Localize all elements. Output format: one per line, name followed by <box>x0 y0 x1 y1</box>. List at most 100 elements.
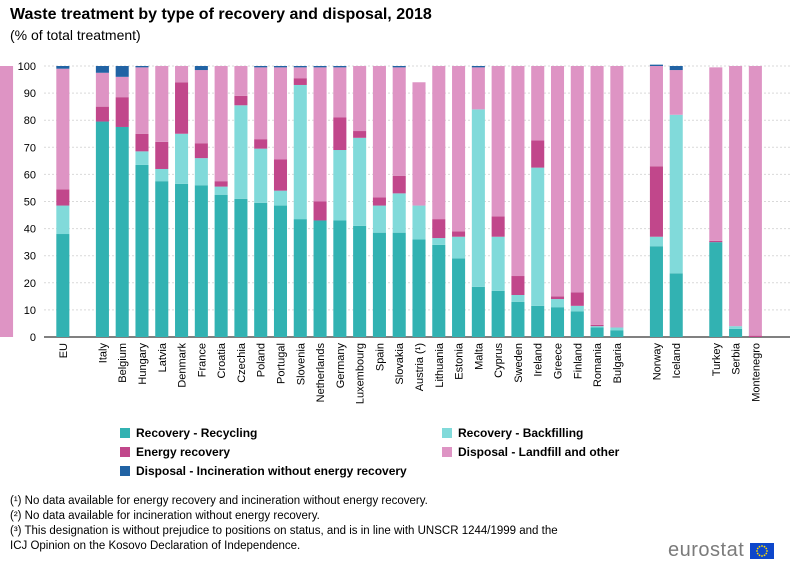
bar-segment <box>550 299 565 308</box>
bar-segment <box>432 244 446 337</box>
legend-label: Recovery - Backfilling <box>458 426 584 440</box>
bar-segment <box>254 202 268 337</box>
bar-segment <box>293 66 307 68</box>
x-tick-label: Norway <box>651 343 663 381</box>
bar-segment <box>452 258 466 337</box>
bar-segment <box>669 273 683 337</box>
bar-segment <box>214 181 228 187</box>
bar-segment <box>273 190 288 206</box>
bar-segment <box>729 326 743 329</box>
bar-segment <box>471 66 485 68</box>
bar-segment <box>175 183 189 337</box>
bar-segment <box>194 70 208 144</box>
x-tick-label: Malta <box>473 342 485 370</box>
bar-segment <box>273 159 288 191</box>
bar-segment <box>570 66 584 293</box>
stacked-bar-chart: 0 10 20 30 40 50 60 70 80 90 100 EU Italy Belgium Hung… <box>0 61 790 404</box>
bar-segment <box>194 66 208 71</box>
y-tick-label: 80 <box>24 115 36 127</box>
legend-swatch <box>442 447 452 457</box>
bar-segment <box>273 67 288 160</box>
bar-segment <box>115 126 129 337</box>
bar-segment <box>511 301 525 337</box>
bar-segment <box>471 67 485 110</box>
x-tick-label: Portugal <box>275 343 287 384</box>
bar-segment <box>372 205 386 233</box>
bar-segment <box>273 66 288 68</box>
bar-segment <box>610 66 624 328</box>
y-tick-label: 30 <box>24 251 36 263</box>
bar-segment <box>333 150 347 221</box>
x-tick-label: Slovakia <box>394 342 406 384</box>
x-tick-label: Romania <box>592 342 604 387</box>
y-tick-label: 40 <box>24 224 36 236</box>
bar-segment <box>432 219 446 239</box>
bar-segment <box>729 328 743 337</box>
bar-segment <box>471 286 485 337</box>
bar-segment <box>392 193 406 233</box>
bar-segment <box>372 232 386 337</box>
bar-segment <box>135 164 149 337</box>
bar-segment <box>333 67 347 118</box>
legend-item: Energy recovery <box>120 445 230 459</box>
bar-segment <box>254 139 268 149</box>
bar-segment <box>590 66 604 325</box>
bar-segment <box>0 66 14 337</box>
bar-segment <box>649 246 663 337</box>
bar-segment <box>214 186 228 195</box>
bar-segment <box>353 137 367 226</box>
bar-segment <box>392 232 406 337</box>
bar-segment <box>56 66 70 69</box>
bar-segment <box>175 66 189 83</box>
x-tick-label: EU <box>58 343 70 358</box>
bar-segment <box>293 219 307 337</box>
bar-segment <box>293 78 307 85</box>
bar-segment <box>531 66 545 141</box>
bar-segment <box>56 205 70 235</box>
bar-segment <box>273 205 288 337</box>
chart-title: Waste treatment by type of recovery and … <box>10 6 432 23</box>
bar-segment <box>353 225 367 337</box>
bar-segment <box>353 131 367 138</box>
bar-segment <box>313 220 327 337</box>
legend-item: Disposal - Landfill and other <box>442 445 619 459</box>
bar-segment <box>669 114 683 274</box>
bar-segment <box>452 231 466 237</box>
legend-label: Disposal - Incineration without energy r… <box>136 464 407 478</box>
bar-segment <box>649 66 663 167</box>
y-tick-label: 90 <box>24 88 36 100</box>
bar-segment <box>590 324 604 327</box>
bar-segment <box>610 330 624 337</box>
y-tick-label: 0 <box>30 332 36 344</box>
bar-segment <box>95 66 109 73</box>
y-tick-label: 70 <box>24 142 36 154</box>
bar-segment <box>550 307 565 337</box>
bar-segment <box>313 67 327 202</box>
bar-segment <box>254 67 268 140</box>
logo-text: eurostat <box>668 539 745 561</box>
bar-segment <box>234 105 248 199</box>
bar-segment <box>372 197 386 206</box>
x-tick-label: Bulgaria <box>612 342 624 383</box>
bar-segment <box>155 141 169 169</box>
bar-segment <box>748 66 762 336</box>
bar-segment <box>669 66 683 71</box>
legend-item: Disposal - Incineration without energy r… <box>120 464 407 478</box>
bar-segment <box>234 95 248 106</box>
x-tick-label: Slovenia <box>295 342 307 385</box>
x-tick-label: Denmark <box>177 343 189 388</box>
y-tick-label: 10 <box>24 305 36 317</box>
bar-segment <box>135 151 149 165</box>
legend-label: Recovery - Recycling <box>136 426 258 440</box>
footnote-2: (²) No data available for incineration w… <box>10 510 320 522</box>
bar-segment <box>135 67 149 134</box>
legend-item: Recovery - Backfilling <box>442 426 583 440</box>
y-tick-label: 50 <box>24 197 36 209</box>
bar-segment <box>293 67 307 79</box>
bar-segment <box>115 97 129 127</box>
bar-segment <box>610 327 624 331</box>
footnotes: (¹) No data available for energy recover… <box>10 494 570 554</box>
bar-segment <box>56 68 70 190</box>
bar-segment <box>194 143 208 159</box>
bar-segment <box>550 296 565 300</box>
